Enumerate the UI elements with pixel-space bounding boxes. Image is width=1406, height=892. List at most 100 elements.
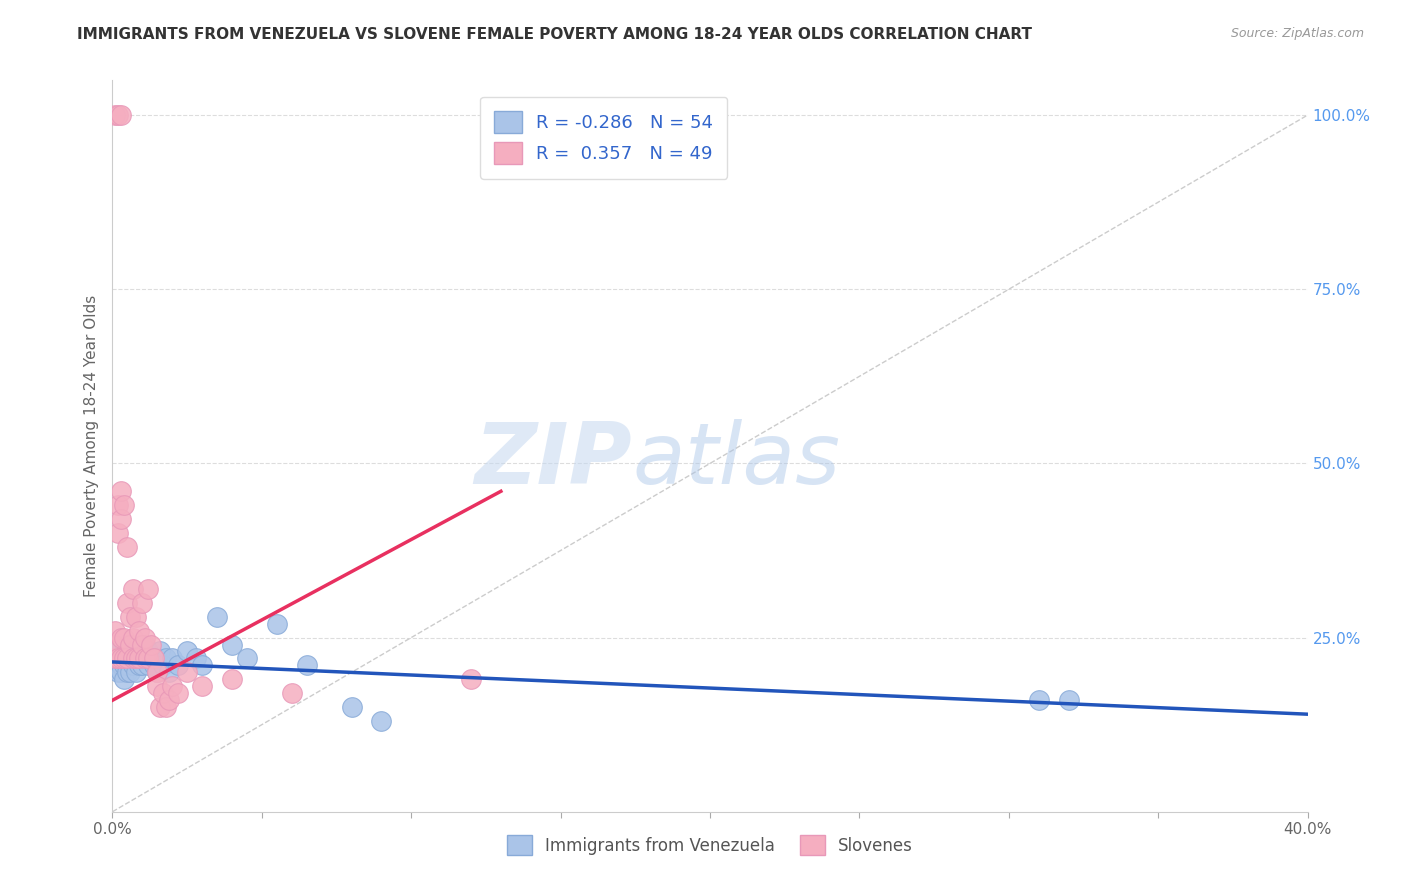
Text: ZIP: ZIP xyxy=(475,419,633,502)
Point xyxy=(120,609,142,624)
Point xyxy=(221,673,243,687)
Point xyxy=(104,638,127,652)
Point xyxy=(110,651,132,665)
Point xyxy=(107,651,129,665)
Point xyxy=(167,658,190,673)
Point xyxy=(138,651,160,665)
Point xyxy=(131,658,153,673)
Point xyxy=(114,651,135,665)
Point xyxy=(134,638,156,652)
Point xyxy=(1057,693,1080,707)
Point xyxy=(141,651,163,665)
Y-axis label: Female Poverty Among 18-24 Year Olds: Female Poverty Among 18-24 Year Olds xyxy=(83,295,98,597)
Point xyxy=(117,596,139,610)
Point xyxy=(460,673,482,687)
Text: Source: ZipAtlas.com: Source: ZipAtlas.com xyxy=(1230,27,1364,40)
Point xyxy=(120,644,142,658)
Point xyxy=(110,658,132,673)
Point xyxy=(114,673,135,687)
Point xyxy=(152,686,174,700)
Point xyxy=(149,700,172,714)
Point xyxy=(167,686,190,700)
Point xyxy=(107,526,129,541)
Point xyxy=(131,596,153,610)
Point xyxy=(110,512,132,526)
Point xyxy=(122,631,145,645)
Point xyxy=(122,651,145,665)
Point xyxy=(104,108,127,122)
Point xyxy=(131,644,153,658)
Text: atlas: atlas xyxy=(633,419,841,502)
Point xyxy=(146,679,169,693)
Point xyxy=(138,582,160,596)
Point xyxy=(1028,693,1050,707)
Point xyxy=(152,658,174,673)
Point xyxy=(110,484,132,499)
Point xyxy=(122,582,145,596)
Point xyxy=(114,644,135,658)
Point xyxy=(340,700,363,714)
Point xyxy=(221,638,243,652)
Point xyxy=(157,665,180,680)
Point xyxy=(125,609,148,624)
Point xyxy=(104,651,127,665)
Point xyxy=(114,631,135,645)
Point xyxy=(107,498,129,512)
Point xyxy=(134,631,156,645)
Point xyxy=(128,658,150,673)
Point xyxy=(128,651,150,665)
Point xyxy=(125,651,148,665)
Point xyxy=(107,644,129,658)
Point xyxy=(117,540,139,554)
Point xyxy=(120,638,142,652)
Point xyxy=(104,624,127,638)
Point xyxy=(110,631,132,645)
Point xyxy=(191,658,214,673)
Point xyxy=(110,665,132,680)
Point xyxy=(131,638,153,652)
Point xyxy=(114,658,135,673)
Point xyxy=(141,638,163,652)
Point xyxy=(107,108,129,122)
Point xyxy=(114,651,135,665)
Point xyxy=(122,644,145,658)
Point xyxy=(162,651,183,665)
Point xyxy=(205,609,228,624)
Point xyxy=(104,651,127,665)
Point xyxy=(162,679,183,693)
Point xyxy=(176,665,198,680)
Point xyxy=(125,665,148,680)
Text: IMMIGRANTS FROM VENEZUELA VS SLOVENE FEMALE POVERTY AMONG 18-24 YEAR OLDS CORREL: IMMIGRANTS FROM VENEZUELA VS SLOVENE FEM… xyxy=(77,27,1032,42)
Point xyxy=(122,658,145,673)
Point xyxy=(117,658,139,673)
Point xyxy=(146,651,169,665)
Point xyxy=(155,700,177,714)
Point xyxy=(134,651,156,665)
Point xyxy=(120,651,142,665)
Point xyxy=(281,686,304,700)
Point xyxy=(117,651,139,665)
Point xyxy=(143,651,166,665)
Point xyxy=(370,714,392,728)
Point xyxy=(155,651,177,665)
Point xyxy=(114,498,135,512)
Point xyxy=(295,658,318,673)
Point xyxy=(157,693,180,707)
Point xyxy=(266,616,288,631)
Point xyxy=(122,651,145,665)
Point xyxy=(117,665,139,680)
Point xyxy=(186,651,208,665)
Point xyxy=(125,651,148,665)
Point xyxy=(138,658,160,673)
Point xyxy=(236,651,259,665)
Point xyxy=(176,644,198,658)
Point xyxy=(146,665,169,680)
Point xyxy=(191,679,214,693)
Point xyxy=(146,665,169,680)
Point xyxy=(149,644,172,658)
Point xyxy=(107,651,129,665)
Point xyxy=(117,638,139,652)
Point xyxy=(120,665,142,680)
Point xyxy=(128,624,150,638)
Legend: Immigrants from Venezuela, Slovenes: Immigrants from Venezuela, Slovenes xyxy=(501,829,920,862)
